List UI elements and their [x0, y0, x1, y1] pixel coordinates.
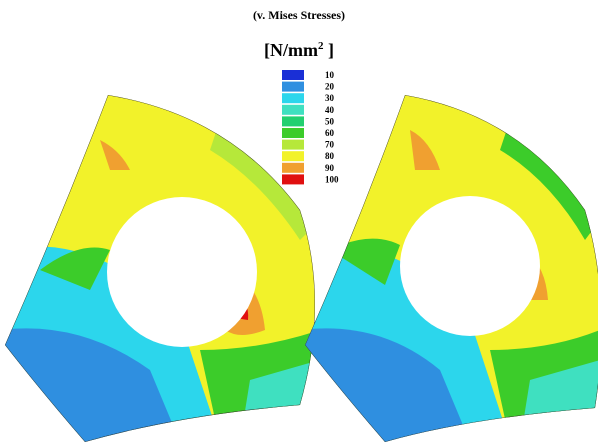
legend-label: 50 — [325, 116, 335, 126]
legend-label: 30 — [325, 93, 335, 103]
title: (v. Mises Stresses) — [0, 8, 598, 23]
unit-sup: 2 — [318, 40, 324, 52]
legend-label: 10 — [325, 70, 335, 80]
unit-base: [N/mm — [264, 40, 318, 60]
legend-label: 60 — [325, 128, 335, 138]
unit-close: ] — [328, 40, 334, 60]
legend-swatch — [282, 82, 304, 92]
legend-label: 100 — [325, 174, 339, 184]
legend-swatch — [282, 151, 304, 161]
figure: (v. Mises Stresses) [N/mm2 ] 10 2030 4050 6… — [0, 0, 598, 442]
fem-plots — [0, 0, 598, 442]
legend-swatch — [282, 105, 304, 115]
legend-swatch — [282, 116, 304, 126]
legend-swatch — [282, 174, 304, 184]
legend-swatch — [282, 163, 304, 173]
legend-swatch — [282, 140, 304, 150]
left-model — [0, 80, 320, 442]
legend-swatch — [282, 128, 304, 138]
unit: [N/mm2 ] — [0, 40, 598, 61]
legend-label: 90 — [325, 163, 335, 173]
legend-swatch — [282, 70, 304, 80]
legend-label: 20 — [325, 82, 335, 92]
legend-swatch — [282, 93, 304, 103]
legend-label: 80 — [325, 151, 335, 161]
legend-label: 70 — [325, 140, 335, 150]
legend-label: 40 — [325, 105, 335, 115]
